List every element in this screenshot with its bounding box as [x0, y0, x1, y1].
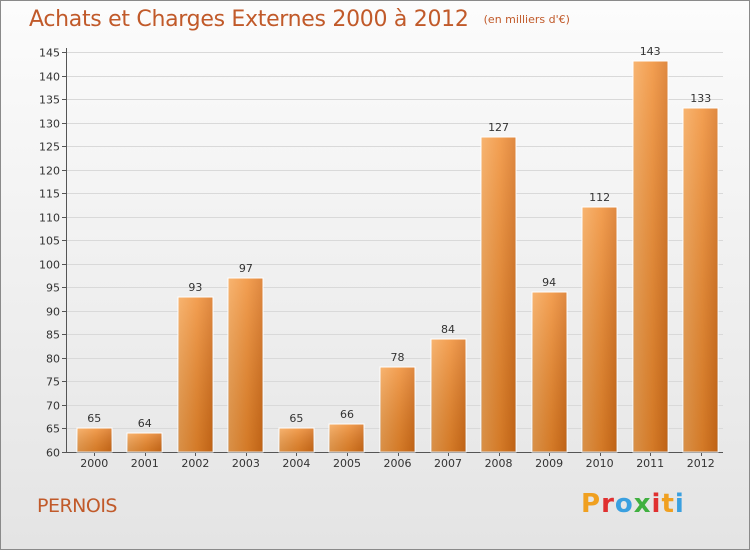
x-tick-label: 2003: [232, 457, 260, 470]
x-tick-label: 2009: [535, 457, 563, 470]
x-tick-label: 2007: [434, 457, 462, 470]
y-tick-label: 105: [39, 235, 60, 248]
y-tick-label: 125: [39, 141, 60, 154]
y-tick-label: 90: [46, 306, 60, 319]
y-tick-label: 145: [39, 47, 60, 60]
logo-letter: r: [601, 489, 615, 519]
bar-shade: [329, 424, 364, 452]
y-tick-label: 80: [46, 353, 60, 366]
bar-shade: [228, 278, 263, 452]
bar-shade: [532, 292, 567, 452]
y-tick-label: 140: [39, 71, 60, 84]
data-label: 78: [391, 351, 405, 364]
bar-shade: [77, 428, 112, 452]
chart-title: Achats et Charges Externes 2000 à 2012: [29, 7, 469, 32]
x-tick-label: 2002: [181, 457, 209, 470]
data-label: 65: [289, 412, 303, 425]
y-tick-label: 100: [39, 259, 60, 272]
bar-shade: [178, 297, 213, 452]
logo-letter: x: [633, 489, 652, 519]
logo-letter: i: [674, 489, 685, 519]
x-tick-label: 2008: [485, 457, 513, 470]
logo-letter: i: [651, 489, 662, 519]
logo-letter: P: [581, 489, 602, 519]
y-tick-label: 95: [46, 282, 60, 295]
x-tick-label: 2012: [687, 457, 715, 470]
data-label: 143: [640, 45, 661, 58]
data-label: 64: [138, 417, 152, 430]
bar-shade: [380, 367, 415, 452]
data-label: 66: [340, 408, 354, 421]
bar-shade: [127, 433, 162, 452]
y-tick-label: 85: [46, 329, 60, 342]
x-tick-label: 2000: [80, 457, 108, 470]
data-label: 93: [188, 281, 202, 294]
title-row: Achats et Charges Externes 2000 à 2012 (…: [29, 7, 570, 32]
y-tick-label: 70: [46, 400, 60, 413]
data-label: 127: [488, 121, 509, 134]
data-label: 112: [589, 191, 610, 204]
town-name: PERNOIS: [37, 495, 118, 517]
data-label: 133: [690, 92, 711, 105]
proxiti-logo[interactable]: Proxiti: [581, 489, 685, 519]
y-tick-label: 65: [46, 423, 60, 436]
data-label: 65: [87, 412, 101, 425]
x-tick-label: 2005: [333, 457, 361, 470]
x-tick-label: 2010: [586, 457, 614, 470]
y-tick-label: 75: [46, 376, 60, 389]
bars: [76, 60, 719, 453]
bar-shade: [431, 339, 466, 452]
y-tick-label: 115: [39, 188, 60, 201]
x-tick-label: 2006: [384, 457, 412, 470]
bar-shade: [633, 61, 668, 452]
data-label: 84: [441, 323, 455, 336]
bar-shade: [481, 137, 516, 452]
x-tick-label: 2004: [282, 457, 310, 470]
x-tick-label: 2001: [131, 457, 159, 470]
bar-shade: [279, 428, 314, 452]
logo-letter: t: [661, 489, 675, 519]
y-tick-label: 130: [39, 118, 60, 131]
bar-shade: [582, 207, 617, 452]
y-tick-label: 135: [39, 94, 60, 107]
logo-letter: o: [614, 489, 634, 519]
y-tick-label: 60: [46, 447, 60, 460]
bar-shade: [683, 108, 718, 452]
x-tick-label: 2011: [636, 457, 664, 470]
data-label: 97: [239, 262, 253, 275]
y-tick-label: 110: [39, 212, 60, 225]
data-label: 94: [542, 276, 556, 289]
chart-subtitle: (en milliers d'€): [483, 13, 570, 26]
labels: 60 65 70 75 80 85 90 95 100 105 110 115 120 125 130 135…: [39, 45, 715, 470]
y-tick-label: 120: [39, 165, 60, 178]
